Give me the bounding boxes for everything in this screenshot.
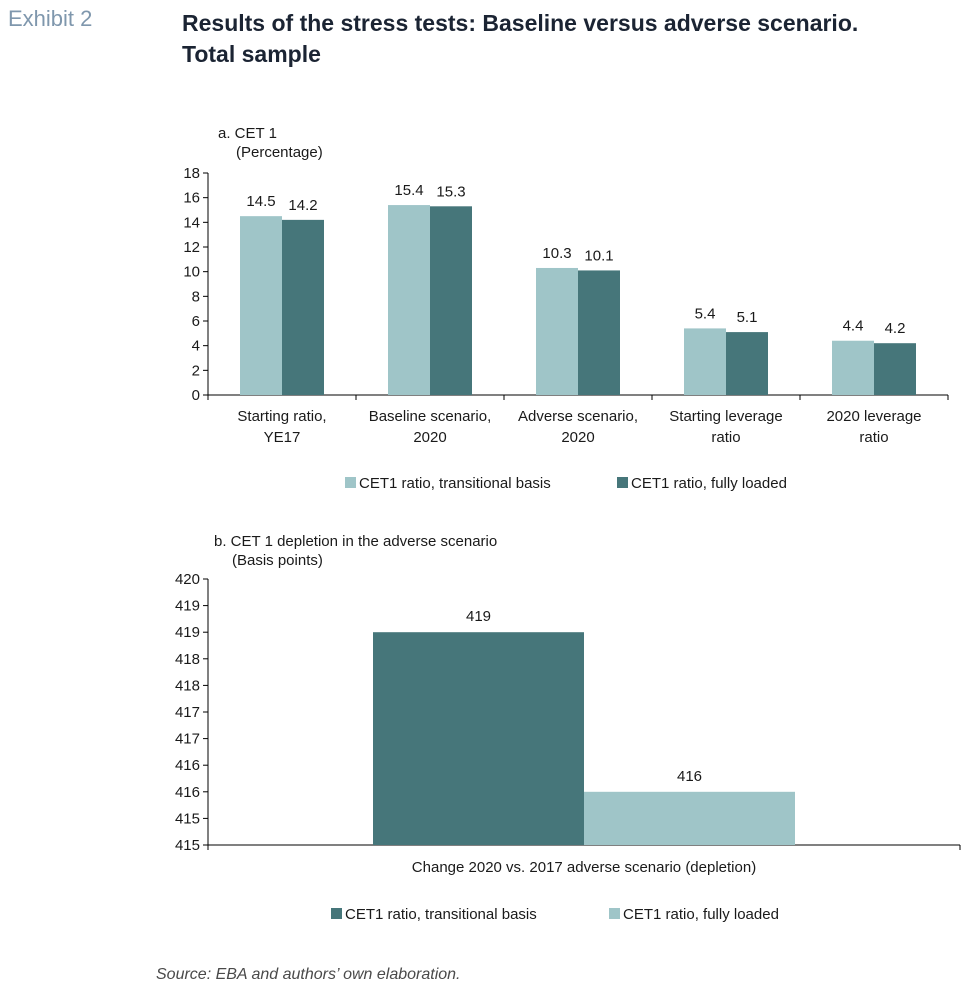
category-label: 2020 leverage [826, 408, 921, 425]
y-tick-label: 415 [175, 837, 200, 854]
category-label: Baseline scenario, [369, 408, 492, 425]
y-tick-label: 415 [175, 810, 200, 827]
data-label: 5.4 [695, 305, 716, 322]
category-label: 2020 [413, 429, 446, 446]
data-label: 416 [677, 768, 702, 785]
panel-b-title-text: b. CET 1 depletion in the adverse scenar… [214, 533, 498, 550]
y-tick-label: 16 [183, 190, 200, 207]
exhibit-title: Results of the stress tests: Baseline ve… [182, 8, 962, 70]
y-tick-label: 418 [175, 651, 200, 668]
data-label: 4.4 [843, 318, 864, 335]
category-label: Change 2020 vs. 2017 adverse scenario (d… [412, 859, 756, 876]
y-tick-label: 416 [175, 757, 200, 774]
y-tick-label: 2 [192, 362, 200, 379]
y-tick-label: 417 [175, 731, 200, 748]
data-label: 10.3 [542, 245, 571, 262]
legend-swatch [609, 908, 620, 919]
data-label: 14.5 [246, 193, 275, 210]
bar [536, 267, 578, 395]
bar [430, 206, 472, 395]
y-tick-label: 8 [192, 288, 200, 305]
chart-b: 420 419 419 418 418 417 417 416 416 415 415 419 416 C… [175, 571, 961, 923]
y-tick-label: 4 [192, 338, 200, 355]
panel-a-title: a. CET 1 (Percentage) [218, 124, 323, 162]
legend-swatch [345, 477, 356, 488]
bar [388, 205, 430, 395]
data-label: 419 [466, 608, 491, 625]
bar [282, 219, 324, 395]
exhibit-label: Exhibit 2 [8, 6, 93, 31]
legend-label: CET1 ratio, fully loaded [631, 475, 787, 492]
bar [584, 791, 795, 845]
bar [373, 632, 584, 845]
bar [874, 343, 916, 395]
source-note: Source: EBA and authors’ own elaboration… [156, 966, 461, 983]
data-label: 10.1 [584, 247, 613, 264]
y-tick-label: 418 [175, 677, 200, 694]
y-tick-label: 0 [192, 387, 200, 404]
y-tick-label: 419 [175, 598, 200, 615]
legend-label: CET1 ratio, fully loaded [623, 906, 779, 923]
y-tick-label: 417 [175, 704, 200, 721]
bar [578, 270, 620, 395]
y-tick-label: 18 [183, 165, 200, 182]
category-label: 2020 [561, 429, 594, 446]
legend-swatch [331, 908, 342, 919]
panel-a-title-text: a. CET 1 [218, 125, 277, 142]
category-label: Adverse scenario, [518, 408, 638, 425]
legend-label: CET1 ratio, transitional basis [359, 475, 551, 492]
data-label: 5.1 [737, 309, 758, 326]
y-tick-label: 416 [175, 784, 200, 801]
panel-a-subtitle: (Percentage) [236, 144, 323, 161]
data-label: 15.4 [394, 182, 423, 199]
data-label: 4.2 [885, 320, 906, 337]
legend-swatch [617, 477, 628, 488]
panel-b-subtitle: (Basis points) [232, 552, 323, 569]
y-tick-label: 14 [183, 214, 200, 231]
panel-b-title: b. CET 1 depletion in the adverse scenar… [214, 532, 497, 570]
y-tick-label: 419 [175, 624, 200, 641]
exhibit-title-line-1: Results of the stress tests: Baseline ve… [182, 10, 859, 36]
legend-label: CET1 ratio, transitional basis [345, 906, 537, 923]
bar [684, 328, 726, 395]
category-label: ratio [859, 429, 888, 446]
category-label: Starting leverage [669, 408, 782, 425]
data-label: 15.3 [436, 183, 465, 200]
chart-a: 0 2 4 6 8 10 12 14 16 18 14.5 14.2 Starting ratio, YE… [183, 165, 949, 492]
category-label: ratio [711, 429, 740, 446]
y-tick-label: 420 [175, 571, 200, 588]
data-label: 14.2 [288, 197, 317, 214]
category-label: YE17 [264, 429, 301, 446]
bar [240, 216, 282, 395]
y-tick-label: 10 [183, 264, 200, 281]
bar [726, 332, 768, 395]
exhibit-title-line-2: Total sample [182, 41, 321, 67]
y-tick-label: 12 [183, 239, 200, 256]
y-tick-label: 6 [192, 313, 200, 330]
bar [832, 340, 874, 395]
category-label: Starting ratio, [237, 408, 326, 425]
